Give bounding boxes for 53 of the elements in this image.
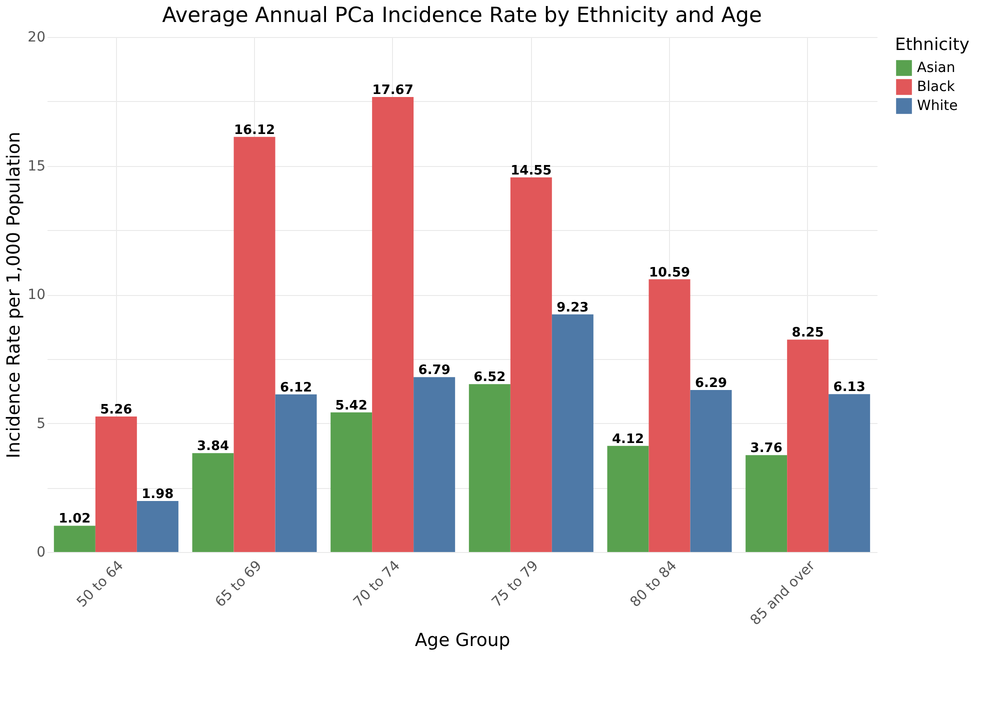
data-label: 6.12 [280, 380, 312, 396]
data-label: 4.12 [612, 432, 644, 447]
legend-label: Asian [917, 60, 956, 76]
bar [54, 526, 96, 552]
data-label: 8.25 [792, 326, 824, 341]
data-label: 5.42 [335, 398, 368, 414]
bar [372, 96, 414, 552]
bar [234, 136, 276, 552]
bar [552, 314, 594, 552]
data-label: 6.52 [474, 370, 506, 386]
x-tick-label: 50 to 64 [74, 558, 127, 611]
bar [607, 446, 649, 552]
x-tick-label: 80 to 84 [627, 558, 680, 611]
bar [95, 416, 137, 552]
bar [414, 377, 456, 552]
bar [275, 394, 317, 552]
data-label: 3.84 [196, 439, 230, 454]
bar [330, 412, 372, 552]
x-tick-label: 65 to 69 [212, 558, 266, 611]
data-label: 5.26 [100, 402, 132, 418]
y-tick-label: 5 [36, 416, 46, 432]
data-label: 1.98 [142, 487, 174, 502]
legend-label: Black [917, 79, 956, 95]
data-label: 6.13 [833, 380, 866, 396]
data-label: 14.55 [510, 163, 552, 178]
y-axis-title: Incidence Rate per 1,000 Population [4, 132, 25, 458]
x-tick-label: 70 to 74 [350, 558, 404, 611]
legend-title: Ethnicity [895, 35, 970, 55]
bar [746, 455, 788, 552]
data-label: 16.12 [234, 122, 276, 138]
bar [468, 384, 510, 552]
bar [136, 501, 178, 552]
bar [828, 394, 870, 552]
data-label: 9.23 [556, 300, 589, 316]
x-tick-label: 75 to 79 [489, 558, 542, 611]
chart-title: Average Annual PCa Incidence Rate by Ethnicity and Age [162, 3, 762, 27]
y-tick-label: 10 [28, 287, 46, 303]
bar [787, 340, 829, 552]
data-label: 3.76 [750, 441, 782, 456]
bar [690, 390, 732, 552]
y-tick-label: 0 [36, 544, 46, 560]
legend-label: White [917, 98, 958, 114]
bar [510, 177, 552, 552]
bar [192, 453, 234, 552]
data-label: 1.02 [58, 512, 91, 527]
data-label: 6.29 [694, 376, 728, 392]
x-axis-title: Age Group [414, 630, 510, 651]
data-label: 6.79 [418, 363, 450, 378]
y-tick-label: 15 [28, 158, 46, 174]
y-tick-label: 20 [28, 30, 46, 46]
data-label: 17.67 [372, 82, 414, 98]
bar [648, 279, 690, 552]
data-label: 10.59 [648, 265, 690, 280]
